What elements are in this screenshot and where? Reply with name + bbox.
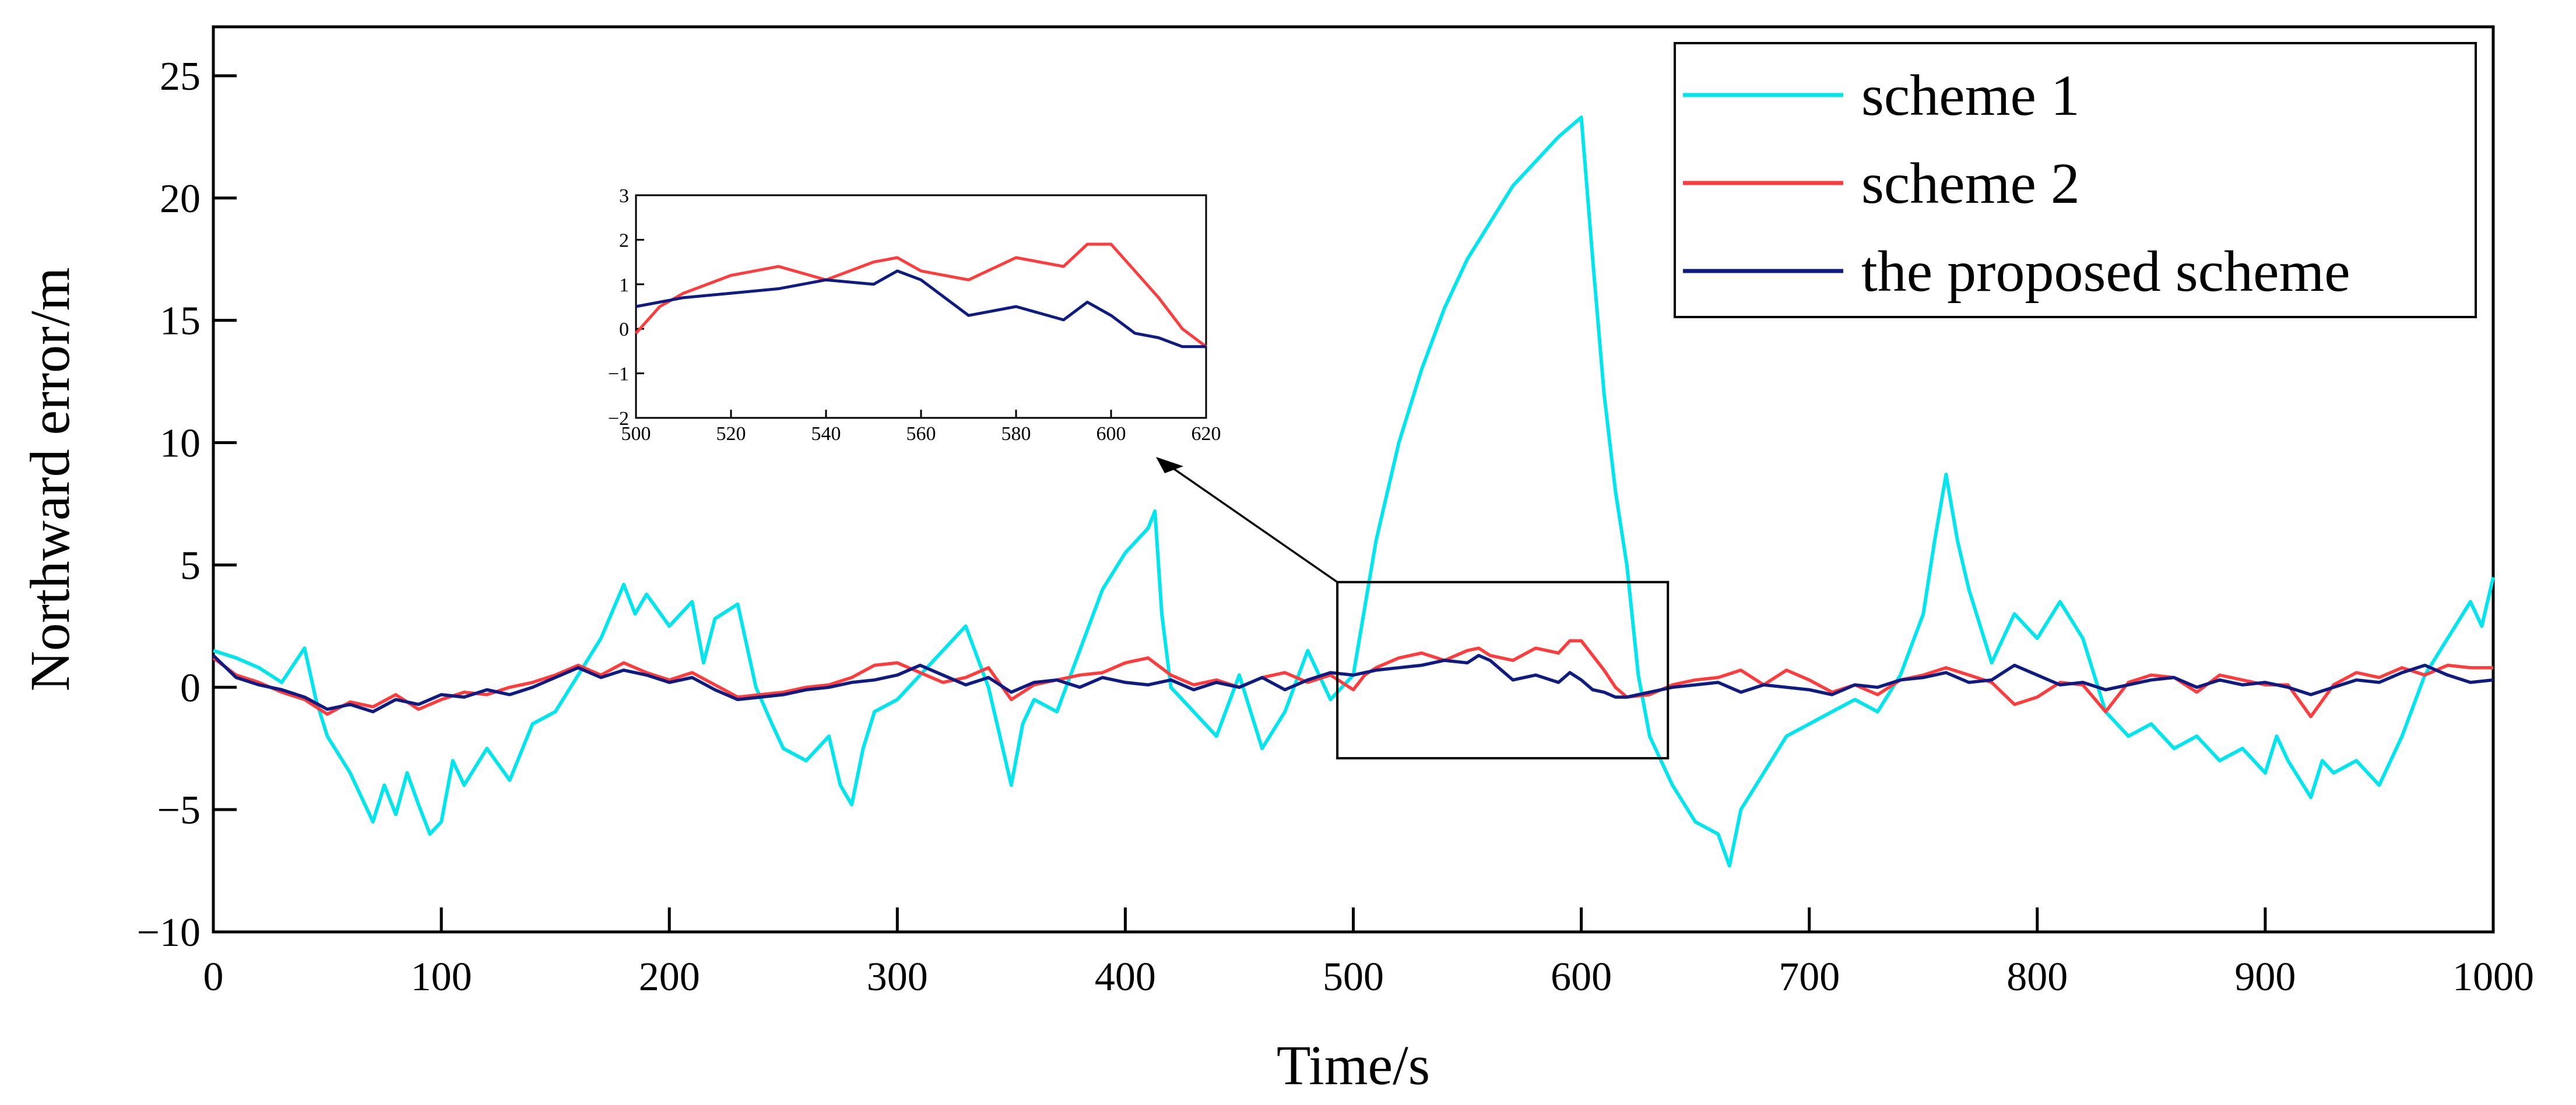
series-line-1 (213, 115, 2495, 868)
y-tick-label: 15 (160, 299, 201, 344)
zoom-arrow-head (1156, 457, 1183, 473)
series-line-2 (212, 639, 2493, 719)
y-tick-label: 25 (160, 54, 201, 99)
y-tick-label: 0 (180, 666, 201, 710)
x-tick-label: 800 (2006, 955, 2068, 1000)
legend-label-3: the proposed scheme (1861, 239, 2350, 304)
axis-titles: Time/s Northward error/m (19, 268, 1430, 1096)
x-axis-title: Time/s (1277, 1034, 1430, 1096)
inset-series-line-3 (635, 269, 1206, 349)
y-axis-title: Northward error/m (19, 268, 81, 692)
zoom-indicator (1156, 457, 1670, 759)
inset-x-tick-label: 600 (1097, 423, 1126, 445)
x-tick-label: 400 (1095, 955, 1156, 1000)
inset-y-tick-label: 2 (619, 230, 629, 251)
inset-x-tick-label: 620 (1192, 423, 1221, 445)
x-tick-label: 700 (1779, 955, 1840, 1000)
inset-x-tick-label: 540 (811, 423, 841, 445)
inset-y-tick-label: −1 (608, 364, 629, 385)
y-tick-label: 20 (160, 177, 201, 221)
x-tick-label: 300 (867, 955, 928, 1000)
inset-y-tick-label: 3 (619, 185, 629, 207)
legend: scheme 1 scheme 2 the proposed scheme (1674, 42, 2477, 318)
inset-x-tick-label: 580 (1001, 423, 1031, 445)
inset-y-tick-label: 0 (619, 319, 629, 340)
inset-frame (635, 194, 1207, 419)
inset-y-tick-label: −2 (608, 408, 629, 430)
x-tick-label: 500 (1323, 955, 1384, 1000)
inset-chart: 500 520 540 560 580 600 620 −2 −1 0 1 2 3 (608, 185, 1221, 445)
x-tick-label: 200 (639, 955, 700, 1000)
inset-series-line-2 (635, 242, 1207, 348)
x-tick-label: 900 (2234, 955, 2296, 1000)
zoom-box (1336, 580, 1670, 759)
legend-label-2: scheme 2 (1861, 151, 2080, 216)
inset-y-tick-label: 1 (619, 275, 629, 296)
main-axes-ticks: 0 100 200 300 400 500 600 700 800 900 1000−10−5051… (137, 25, 2534, 1000)
x-tick-label: 100 (411, 955, 472, 1000)
x-tick-label: 1000 (2452, 955, 2534, 1000)
inset-x-tick-label: 560 (906, 423, 936, 445)
legend-label-1: scheme 1 (1861, 63, 2080, 128)
zoom-arrow-line (1165, 462, 1338, 583)
inset-x-tick-label: 520 (716, 423, 746, 445)
x-tick-label: 0 (203, 955, 224, 1000)
y-tick-label: 5 (180, 543, 201, 588)
y-tick-label: −5 (157, 788, 201, 833)
inset-x-tick-label: 500 (621, 423, 651, 445)
y-tick-label: −10 (137, 910, 201, 955)
main-series-group (212, 115, 2495, 868)
y-tick-label: 10 (160, 421, 201, 466)
x-tick-label: 600 (1551, 955, 1612, 1000)
series-line-3 (212, 653, 2494, 713)
